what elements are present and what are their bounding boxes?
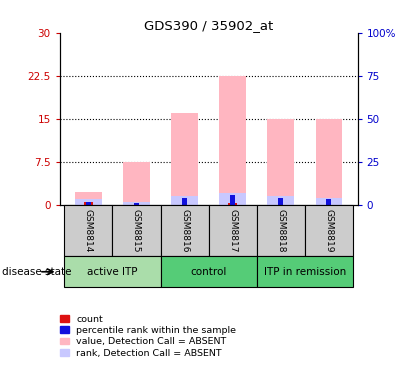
Text: active ITP: active ITP	[87, 267, 138, 277]
Bar	[113, 205, 161, 256]
Bar	[171, 196, 198, 205]
Bar	[161, 256, 256, 287]
Bar	[65, 205, 113, 256]
Text: GSM8814: GSM8814	[84, 209, 93, 252]
Bar	[209, 205, 256, 256]
Bar	[171, 113, 198, 205]
Bar	[123, 202, 150, 205]
Bar	[161, 205, 209, 256]
Bar	[182, 198, 187, 205]
Text: GSM8819: GSM8819	[324, 209, 333, 252]
Bar	[86, 202, 91, 205]
Bar	[230, 195, 235, 205]
Bar	[123, 162, 150, 205]
Text: GSM8815: GSM8815	[132, 209, 141, 252]
Bar	[316, 198, 342, 205]
Text: GSM8816: GSM8816	[180, 209, 189, 252]
Bar	[268, 119, 294, 205]
Bar	[278, 198, 283, 205]
Text: disease state: disease state	[2, 267, 72, 277]
Bar	[65, 256, 161, 287]
Bar	[268, 196, 294, 205]
Bar	[326, 199, 331, 205]
Bar	[305, 205, 353, 256]
Text: GSM8818: GSM8818	[276, 209, 285, 252]
Text: ITP in remission: ITP in remission	[263, 267, 346, 277]
Bar	[84, 202, 93, 205]
Title: GDS390 / 35902_at: GDS390 / 35902_at	[144, 19, 273, 32]
Bar	[256, 205, 305, 256]
Bar	[219, 76, 246, 205]
Bar	[219, 194, 246, 205]
Legend: count, percentile rank within the sample, value, Detection Call = ABSENT, rank, : count, percentile rank within the sample…	[60, 314, 236, 358]
Text: GSM8817: GSM8817	[228, 209, 237, 252]
Bar	[134, 203, 139, 205]
Bar	[256, 256, 353, 287]
Bar	[75, 199, 102, 205]
Text: control: control	[190, 267, 227, 277]
Bar	[228, 203, 237, 205]
Bar	[75, 193, 102, 205]
Bar	[316, 119, 342, 205]
